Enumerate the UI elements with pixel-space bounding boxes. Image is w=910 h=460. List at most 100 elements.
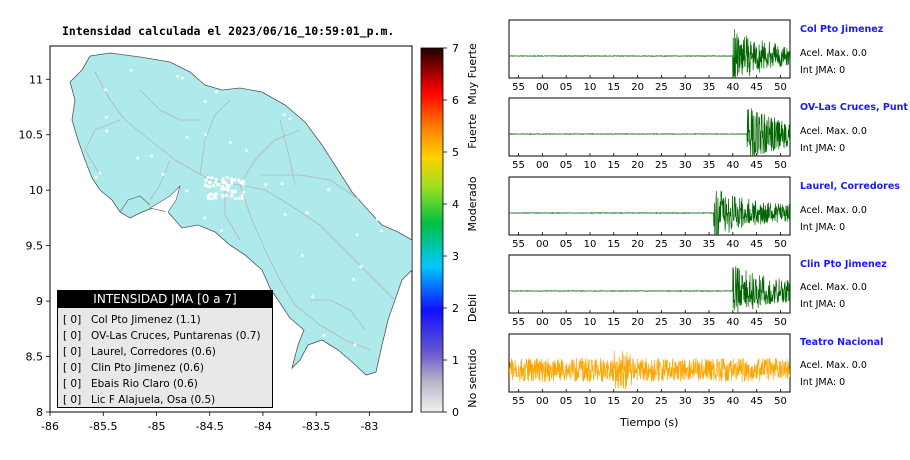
station-dot: [87, 242, 91, 246]
x-tick-label: -83.5: [302, 420, 330, 433]
station-dot: [206, 197, 211, 201]
y-tick-label: 10: [29, 184, 43, 197]
station-dot: [353, 343, 357, 347]
x-tick-label: -83: [360, 420, 378, 433]
time-tick-label: 00: [536, 160, 549, 171]
time-tick-label: 10: [584, 239, 597, 250]
station-dot: [216, 183, 220, 187]
waveform-panels: 55 00 05 10 15 20 25 30 35 40 45 50 55 00 05 10 15 20 25 30…: [508, 19, 791, 407]
station-dot: [94, 175, 98, 179]
panel-frame: [508, 97, 791, 157]
waveform-panel: 55 00 05 10 15 20 25 30 35 40 45 50: [508, 19, 791, 93]
colorbar-tick-label: 0: [452, 406, 459, 419]
station-dot: [208, 192, 212, 197]
time-tick-label: 05: [560, 317, 573, 328]
time-tick-label: 05: [560, 82, 573, 93]
waveform-line: [509, 190, 790, 235]
station-dot: [225, 182, 229, 186]
station-dot: [240, 196, 245, 200]
time-tick-label: 40: [726, 82, 739, 93]
time-tick-label: 20: [631, 82, 644, 93]
time-tick-label: 50: [774, 82, 787, 93]
station-dot: [185, 189, 189, 193]
station-dot: [117, 279, 121, 283]
time-tick-label: 20: [631, 239, 644, 250]
time-tick-label: 00: [536, 317, 549, 328]
station-dot: [228, 141, 232, 145]
station-dot: [221, 185, 225, 189]
station-dot: [208, 185, 212, 189]
y-tick-label: 8: [36, 406, 43, 419]
time-tick-label: 55: [512, 160, 525, 171]
time-tick-label: 00: [536, 82, 549, 93]
station-dot: [225, 175, 229, 180]
station-dot: [237, 178, 241, 182]
time-tick-label: 55: [512, 317, 525, 328]
colorbar-category-label: Debil: [466, 294, 479, 322]
station-acel: Acel. Max. 0.0: [800, 126, 867, 137]
station-name: OV-Las Cruces, Puntarenas: [800, 102, 908, 113]
station-dot: [311, 295, 315, 299]
x-tick-label: -86: [41, 420, 59, 433]
legend-header: INTENSIDAD JMA [0 a 7]: [58, 291, 272, 308]
station-dot: [275, 309, 279, 313]
station-dot: [282, 113, 286, 117]
station-dot: [226, 188, 230, 192]
station-dot: [212, 193, 216, 197]
station-int: Int JMA: 0: [800, 222, 846, 233]
legend-item: [ 0] Col Pto Jimenez (1.1): [63, 314, 201, 326]
station-dot: [244, 149, 248, 153]
station-dot: [380, 229, 384, 233]
station-acel: Acel. Max. 0.0: [800, 282, 867, 293]
time-tick-label: 10: [584, 160, 597, 171]
time-tick-label: 20: [631, 317, 644, 328]
time-tick-label: 50: [774, 239, 787, 250]
station-dot: [180, 76, 184, 80]
station-dot: [322, 333, 326, 337]
station-dot: [214, 177, 218, 181]
waveform-panel: 55 00 05 10 15 20 25 30 35 40 45 50: [508, 97, 791, 171]
time-tick-label: 10: [584, 396, 597, 407]
time-tick-label: 30: [679, 317, 692, 328]
station-dot: [140, 221, 144, 225]
station-dot: [104, 115, 108, 119]
station-dot: [210, 176, 214, 180]
colorbar-category-label: No sentido: [466, 348, 479, 407]
station-dot: [264, 183, 268, 187]
map-title: Intensidad calculada el 2023/06/16_10:59…: [62, 24, 395, 38]
time-tick-label: 50: [774, 396, 787, 407]
station-dot: [104, 88, 108, 92]
station-dot: [327, 188, 331, 192]
station-dot: [232, 272, 236, 276]
time-tick-label: 55: [512, 239, 525, 250]
station-dot: [359, 265, 363, 269]
station-dot: [129, 68, 133, 72]
station-dot: [229, 194, 234, 198]
station-name: Clin Pto Jimenez: [800, 259, 887, 270]
station-dot: [231, 190, 235, 194]
time-tick-label: 00: [536, 239, 549, 250]
station-dot: [161, 172, 165, 176]
time-tick-label: 10: [584, 82, 597, 93]
station-dot: [218, 282, 222, 286]
station-dot: [219, 228, 223, 232]
station-dot: [214, 90, 218, 94]
station-dot: [89, 181, 93, 185]
station-markers: [81, 68, 384, 359]
station-dot: [375, 217, 379, 221]
waveform-line: [509, 29, 790, 78]
time-tick-label: 25: [655, 82, 668, 93]
colorbar-tick-label: 1: [452, 354, 459, 367]
time-tick-label: 50: [774, 317, 787, 328]
station-name: Teatro Nacional: [800, 337, 884, 348]
station-dot: [150, 283, 154, 287]
legend-item: [ 0] OV-Las Cruces, Puntarenas (0.7): [63, 330, 261, 342]
x-tick-label: -84: [254, 420, 272, 433]
colorbar-category-label: Muy Fuerte: [466, 43, 479, 105]
time-tick-label: 30: [679, 396, 692, 407]
station-dot: [222, 180, 226, 184]
y-tick-label: 10.5: [19, 129, 44, 142]
time-axis-label: Tiempo (s): [620, 416, 679, 429]
legend-item: [ 0] Lic F Alajuela, Osa (0.5): [63, 394, 216, 406]
